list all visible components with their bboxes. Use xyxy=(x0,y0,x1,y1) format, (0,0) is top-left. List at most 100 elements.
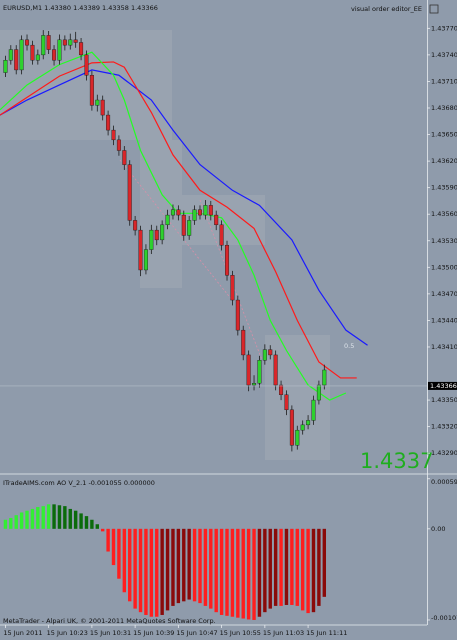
candle-body xyxy=(289,409,294,446)
y-tick-label: 1.43290 xyxy=(431,449,457,457)
candle-body xyxy=(52,49,57,61)
candle-body xyxy=(187,220,192,236)
ao-bar xyxy=(9,517,13,529)
y-tick-label: 1.43350 xyxy=(431,396,457,404)
ao-bar xyxy=(84,516,89,529)
ao-bar xyxy=(290,528,294,605)
ao-bar xyxy=(138,528,143,613)
candle-body xyxy=(84,54,89,76)
y-tick-label: 1.43770 xyxy=(431,24,457,32)
ao-bar xyxy=(25,510,29,529)
ao-bar xyxy=(246,528,251,620)
candle-body xyxy=(149,229,154,250)
price-label: 1.4337 xyxy=(360,449,433,473)
x-tick-label: 15 Jun 2011 xyxy=(3,629,42,637)
candle-body xyxy=(143,249,148,271)
ao-bar xyxy=(219,528,224,615)
candle-body xyxy=(127,164,132,221)
annotation[interactable]: visual order editor_EE xyxy=(351,5,422,13)
y-tick-label: -0.001076 xyxy=(431,614,457,622)
candle-body xyxy=(246,354,251,386)
ao-bar xyxy=(311,528,316,613)
candle-body xyxy=(295,429,300,446)
ao-bar xyxy=(128,528,132,602)
ao-bar xyxy=(46,504,51,529)
y-tick-label: 1.43680 xyxy=(431,104,457,112)
order-zone xyxy=(0,30,172,140)
ao-bar xyxy=(3,519,8,529)
candle-body xyxy=(73,39,78,43)
ao-bar xyxy=(95,524,99,529)
candle-body xyxy=(154,229,159,241)
moving-average xyxy=(0,61,357,379)
ao-bar xyxy=(209,528,213,609)
candle-body xyxy=(122,150,127,165)
ao-bar xyxy=(268,528,272,609)
candle-body xyxy=(214,214,219,226)
candle-body xyxy=(262,349,267,361)
x-tick-label: 15 Jun 10:55 xyxy=(220,629,261,637)
candle-body xyxy=(14,49,19,71)
ao-bar xyxy=(257,528,262,617)
moving-average xyxy=(0,69,368,346)
candle-body xyxy=(133,220,138,231)
candle-body xyxy=(192,209,197,221)
editor-icon[interactable] xyxy=(429,4,439,14)
ao-bar xyxy=(203,528,208,606)
ao-bar xyxy=(117,528,121,579)
ao-bar xyxy=(306,528,310,614)
current-price-label: 1.43366 xyxy=(430,382,457,390)
y-tick-label: 1.43410 xyxy=(431,343,457,351)
candle-body xyxy=(19,39,24,71)
candle-body xyxy=(106,114,111,131)
current-price-box xyxy=(428,381,457,390)
y-tick-label: 0.00 xyxy=(431,525,445,533)
ao-bar xyxy=(300,528,305,611)
ao-bar xyxy=(106,528,110,552)
ao-bar xyxy=(273,528,278,606)
ao-bar xyxy=(133,528,137,609)
candle-body xyxy=(273,354,278,386)
ao-bar xyxy=(198,528,202,604)
x-tick-label: 15 Jun 11:03 xyxy=(263,629,304,637)
ao-bar xyxy=(171,528,175,606)
x-tick-label: 15 Jun 11:11 xyxy=(306,629,347,637)
y-tick-label: 1.43740 xyxy=(431,51,457,59)
x-tick-label: 15 Jun 10:47 xyxy=(176,629,217,637)
candle-body xyxy=(197,209,202,216)
candle-body xyxy=(316,384,321,401)
candle-body xyxy=(62,39,67,46)
y-tick-label: 1.43560 xyxy=(431,210,457,218)
x-tick-label: 15 Jun 10:39 xyxy=(133,629,174,637)
ao-bar xyxy=(149,528,154,617)
ao-bar xyxy=(100,528,105,532)
candle-body xyxy=(208,205,213,216)
indicator-title: ITradeAIMS.com AO V_2.1 -0.001055 0.0000… xyxy=(3,479,155,487)
candle-body xyxy=(252,383,257,386)
ao-bar xyxy=(317,528,321,606)
y-tick-label: 1.43620 xyxy=(431,157,457,165)
decor xyxy=(0,4,439,460)
candle-body xyxy=(79,42,84,56)
footer: MetaTrader - Alpari UK, © 2001-2011 Meta… xyxy=(3,617,216,625)
candle-body xyxy=(8,49,13,61)
order-line xyxy=(119,159,233,301)
x-tick-label: 15 Jun 10:31 xyxy=(90,629,131,637)
candle-body xyxy=(225,244,230,276)
candle-body xyxy=(30,44,35,61)
y-tick-label: 1.43530 xyxy=(431,237,457,245)
candle-body xyxy=(203,205,208,216)
candle-body xyxy=(219,224,224,246)
ao-bar xyxy=(187,528,191,600)
ao-bar xyxy=(284,528,289,605)
candle-body xyxy=(170,209,175,216)
ao-bar xyxy=(122,528,127,593)
ao-bar xyxy=(225,528,229,616)
candle-body xyxy=(181,214,186,236)
y-tick-label: 0.000591 xyxy=(431,478,457,486)
candle-body xyxy=(35,54,40,61)
ao-bar xyxy=(165,528,170,611)
candle-body xyxy=(68,39,73,46)
ao-bar xyxy=(57,505,62,529)
